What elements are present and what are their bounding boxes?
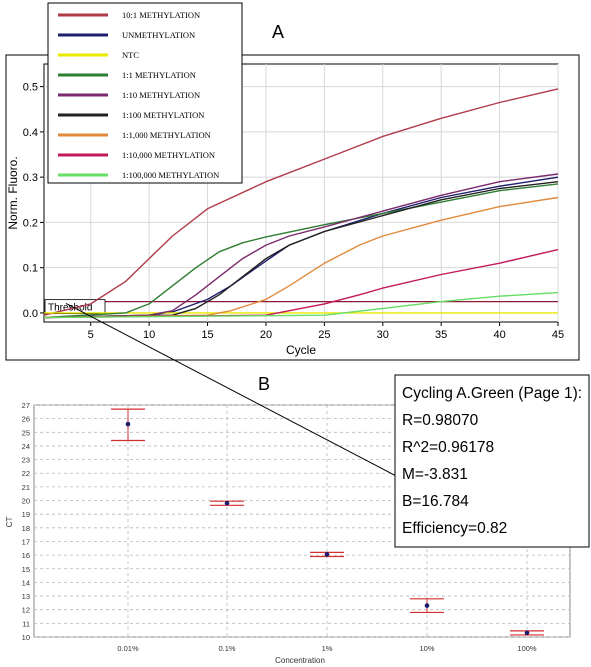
x-tick-label-b: 0.01% xyxy=(117,644,139,653)
legend-box xyxy=(47,2,243,184)
stats-title: Cycling A.Green (Page 1): xyxy=(402,385,582,402)
series-lines-a xyxy=(43,88,559,319)
panel-b: B 10 11 12 13 14 15 16 17 18 19 20 21 22 23 24 25 26 27 0… xyxy=(5,302,590,665)
series-line-0 xyxy=(43,88,559,316)
x-ticks-a: 5 10 15 20 25 30 35 40 45 xyxy=(88,322,564,341)
threshold-group: Threshold xyxy=(44,299,558,315)
threshold-label-box xyxy=(44,299,106,315)
legend-label-8: 1:100,000 METHYLATION xyxy=(122,170,219,180)
x-tick-label-b: 100% xyxy=(517,644,537,653)
series-line-8 xyxy=(43,291,559,319)
x-tick-label: 20 xyxy=(260,329,272,341)
y-tick-label: 0.1 xyxy=(23,263,38,275)
legend-label-2: NTC xyxy=(122,50,139,60)
x-ticks-b: 0.01% 0.1% 1% 10% 100% xyxy=(117,644,537,653)
y-tick-label-b: 27 xyxy=(22,401,30,410)
x-tick-label: 25 xyxy=(318,329,330,341)
legend-label-0: 10:1 METHYLATION xyxy=(122,10,200,20)
y-axis-label-a: Norm. Fluoro. xyxy=(6,156,20,229)
stats-slope: M=-3.831 xyxy=(402,466,468,483)
data-points-b xyxy=(111,408,544,636)
y-tick-label-b: 20 xyxy=(22,497,30,506)
y-tick-label: 0.5 xyxy=(23,82,38,94)
y-axis-label-b: CT xyxy=(5,517,14,528)
data-point-2 xyxy=(324,552,330,557)
gridlines-a xyxy=(44,64,559,322)
legend-label-5: 1:100 METHYLATION xyxy=(122,110,204,120)
y-tick-label: 0.4 xyxy=(23,127,38,139)
legend-a: 10:1 METHYLATION UNMETHYLATION NTC 1:1 METH… xyxy=(47,2,243,184)
y-tick-label-b: 11 xyxy=(22,619,30,628)
x-axis-label-b: Concentration xyxy=(275,656,325,665)
x-axis-label-a: Cycle xyxy=(286,343,316,357)
legend-label-3: 1:1 METHYLATION xyxy=(122,70,196,80)
y-tick-label-b: 24 xyxy=(22,442,30,451)
x-tick-label-b: 1% xyxy=(322,644,333,653)
panel-a: A Threshold 5 10 15 20 25 30 35 40 45 0.00.10.20… xyxy=(5,2,580,361)
y-tick-label-b: 15 xyxy=(22,565,30,574)
y-tick-label-b: 26 xyxy=(22,415,30,424)
series-line-6 xyxy=(43,196,559,319)
y-tick-label-b: 12 xyxy=(22,606,30,615)
x-tick-label: 10 xyxy=(143,329,155,341)
stats-intercept: B=16.784 xyxy=(402,493,469,510)
series-line-7 xyxy=(43,248,559,319)
legend-label-1: UNMETHYLATION xyxy=(122,30,195,40)
y-tick-label: 0.0 xyxy=(23,308,38,320)
y-tick-label-b: 10 xyxy=(22,633,30,642)
y-ticks-b: 10 11 12 13 14 15 16 17 18 19 20 21 22 23 24 25 26 27 xyxy=(22,401,30,642)
panel-a-label: A xyxy=(272,22,284,42)
y-tick-label-b: 21 xyxy=(22,483,30,492)
data-point-0 xyxy=(125,421,131,427)
threshold-label: Threshold xyxy=(48,303,92,314)
x-tick-label: 15 xyxy=(201,329,213,341)
x-tick-label-b: 0.1% xyxy=(218,644,235,653)
y-tick-label-b: 16 xyxy=(22,551,30,560)
y-tick-label-b: 14 xyxy=(22,578,30,587)
y-tick-label-b: 23 xyxy=(22,456,30,465)
y-tick-label-b: 19 xyxy=(22,510,30,519)
legend-label-7: 1:10,000 METHYLATION xyxy=(122,150,215,160)
data-point-1 xyxy=(224,500,230,506)
legend-label-6: 1:1,000 METHYLATION xyxy=(122,130,211,140)
y-tick-label: 0.2 xyxy=(23,217,38,229)
x-tick-label: 45 xyxy=(552,329,564,341)
x-tick-label: 5 xyxy=(88,329,94,341)
x-tick-label: 30 xyxy=(377,329,389,341)
y-tick-label-b: 25 xyxy=(22,428,30,437)
y-tick-label: 0.3 xyxy=(23,172,38,184)
legend-label-4: 1:10 METHYLATION xyxy=(122,90,200,100)
y-tick-label-b: 18 xyxy=(22,524,30,533)
stats-r-squared: R^2=0.96178 xyxy=(402,439,494,456)
panel-b-label: B xyxy=(258,374,270,394)
x-tick-label: 35 xyxy=(435,329,447,341)
y-tick-label-b: 17 xyxy=(22,537,30,546)
stats-r: R=0.98070 xyxy=(402,412,479,429)
regression-stats-frame xyxy=(394,374,590,548)
y-tick-label-b: 22 xyxy=(22,469,30,478)
series-line-4 xyxy=(43,173,559,319)
regression-stats-box: Cycling A.Green (Page 1): R=0.98070 R^2=… xyxy=(394,374,590,548)
y-tick-label-b: 13 xyxy=(22,592,30,601)
series-line-5 xyxy=(43,181,559,319)
stats-efficiency: Efficiency=0.82 xyxy=(402,520,507,537)
y-ticks-a: 0.0 0.1 0.2 0.3 0.4 0.5 xyxy=(23,82,44,320)
x-tick-label-b: 10% xyxy=(419,644,434,653)
series-line-3 xyxy=(43,183,559,319)
data-point-3 xyxy=(424,603,430,608)
x-tick-label: 40 xyxy=(493,329,505,341)
data-point-4 xyxy=(524,630,530,636)
